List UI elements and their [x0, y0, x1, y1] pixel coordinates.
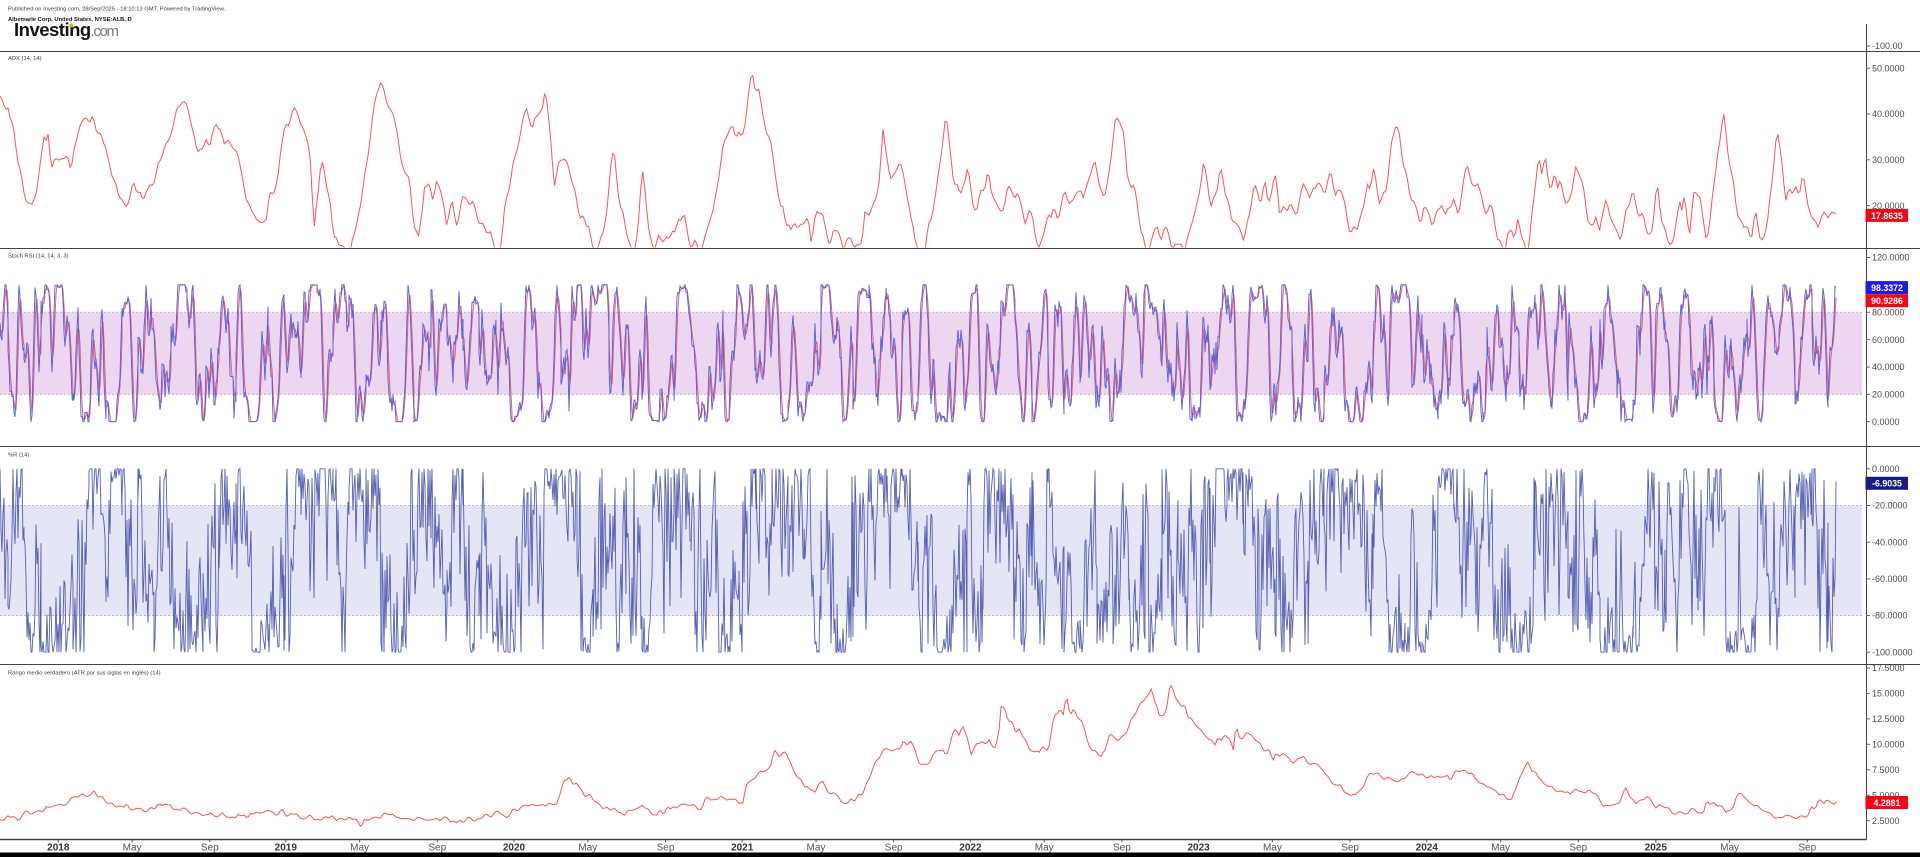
svg-text:-40.0000: -40.0000	[1872, 537, 1908, 547]
svg-text:-20.0000: -20.0000	[1872, 501, 1908, 511]
svg-text:Sep: Sep	[1113, 843, 1131, 854]
svg-text:0.0000: 0.0000	[1872, 464, 1900, 474]
svg-text:2025: 2025	[1645, 843, 1668, 854]
svg-text:60.0000: 60.0000	[1872, 335, 1905, 345]
svg-text:May: May	[123, 843, 142, 854]
svg-text:20.0000: 20.0000	[1872, 390, 1905, 400]
svg-text:.com: .com	[91, 23, 119, 40]
svg-text:40.0000: 40.0000	[1872, 109, 1905, 119]
svg-text:Investing: Investing	[14, 19, 91, 40]
svg-text:-100.0000: -100.0000	[1872, 647, 1913, 657]
svg-text:10.0000: 10.0000	[1872, 740, 1905, 750]
svg-text:2019: 2019	[275, 843, 298, 854]
svg-text:Sep: Sep	[1798, 843, 1816, 854]
svg-text:2.5000: 2.5000	[1872, 816, 1900, 826]
svg-text:120.0000: 120.0000	[1872, 253, 1910, 263]
svg-text:Sep: Sep	[1569, 843, 1587, 854]
svg-text:40.0000: 40.0000	[1872, 362, 1905, 372]
svg-text:2018: 2018	[47, 843, 70, 854]
svg-text:15.0000: 15.0000	[1872, 689, 1905, 699]
svg-text:Sep: Sep	[885, 843, 903, 854]
svg-text:7.5000: 7.5000	[1872, 765, 1900, 775]
svg-text:May: May	[1491, 843, 1510, 854]
svg-text:5.0000: 5.0000	[1872, 790, 1900, 800]
svg-text:Sep: Sep	[657, 843, 675, 854]
svg-text:90.9286: 90.9286	[1871, 296, 1903, 306]
svg-text:17.8635: 17.8635	[1871, 211, 1903, 221]
svg-text:May: May	[1720, 843, 1739, 854]
svg-text:17.5000: 17.5000	[1872, 663, 1905, 673]
svg-text:May: May	[1035, 843, 1054, 854]
svg-text:ADX (14, 14): ADX (14, 14)	[8, 56, 42, 62]
svg-text:12.5000: 12.5000	[1872, 714, 1905, 724]
svg-text:-80.0000: -80.0000	[1872, 611, 1908, 621]
svg-text:50.0000: 50.0000	[1872, 63, 1905, 73]
svg-text:2020: 2020	[503, 843, 526, 854]
svg-text:Published on Investing.com, 28: Published on Investing.com, 28/Sep/2025 …	[8, 7, 225, 13]
svg-text:2022: 2022	[959, 843, 982, 854]
svg-text:Sep: Sep	[1341, 843, 1359, 854]
svg-text:-60.0000: -60.0000	[1872, 574, 1908, 584]
svg-text:30.0000: 30.0000	[1872, 155, 1905, 165]
svg-text:-6.9035: -6.9035	[1872, 479, 1902, 489]
svg-text:May: May	[1263, 843, 1282, 854]
svg-text:Sep: Sep	[201, 843, 219, 854]
svg-text:May: May	[578, 843, 597, 854]
svg-text:80.0000: 80.0000	[1872, 308, 1905, 318]
svg-text:May: May	[807, 843, 826, 854]
svg-text:98.3372: 98.3372	[1871, 283, 1903, 293]
svg-text:2024: 2024	[1416, 843, 1439, 854]
svg-text:May: May	[350, 843, 369, 854]
svg-text:Stoch RSI (14, 14, 3, 3): Stoch RSI (14, 14, 3, 3)	[8, 254, 69, 260]
svg-text:2023: 2023	[1187, 843, 1210, 854]
svg-text:0.0000: 0.0000	[1872, 417, 1900, 427]
svg-text:20.0000: 20.0000	[1872, 201, 1905, 211]
svg-text:Rango medio verdadero (ATR por: Rango medio verdadero (ATR por sus sigla…	[8, 671, 161, 677]
svg-text:-100.00: -100.00	[1872, 41, 1903, 51]
svg-text:2021: 2021	[731, 843, 754, 854]
svg-text:Sep: Sep	[428, 843, 446, 854]
svg-text:4.2881: 4.2881	[1874, 798, 1901, 808]
svg-text:%R (14): %R (14)	[8, 453, 29, 459]
svg-text:Albemarle Corp, United States,: Albemarle Corp, United States, NYSE:ALB,…	[8, 17, 132, 23]
